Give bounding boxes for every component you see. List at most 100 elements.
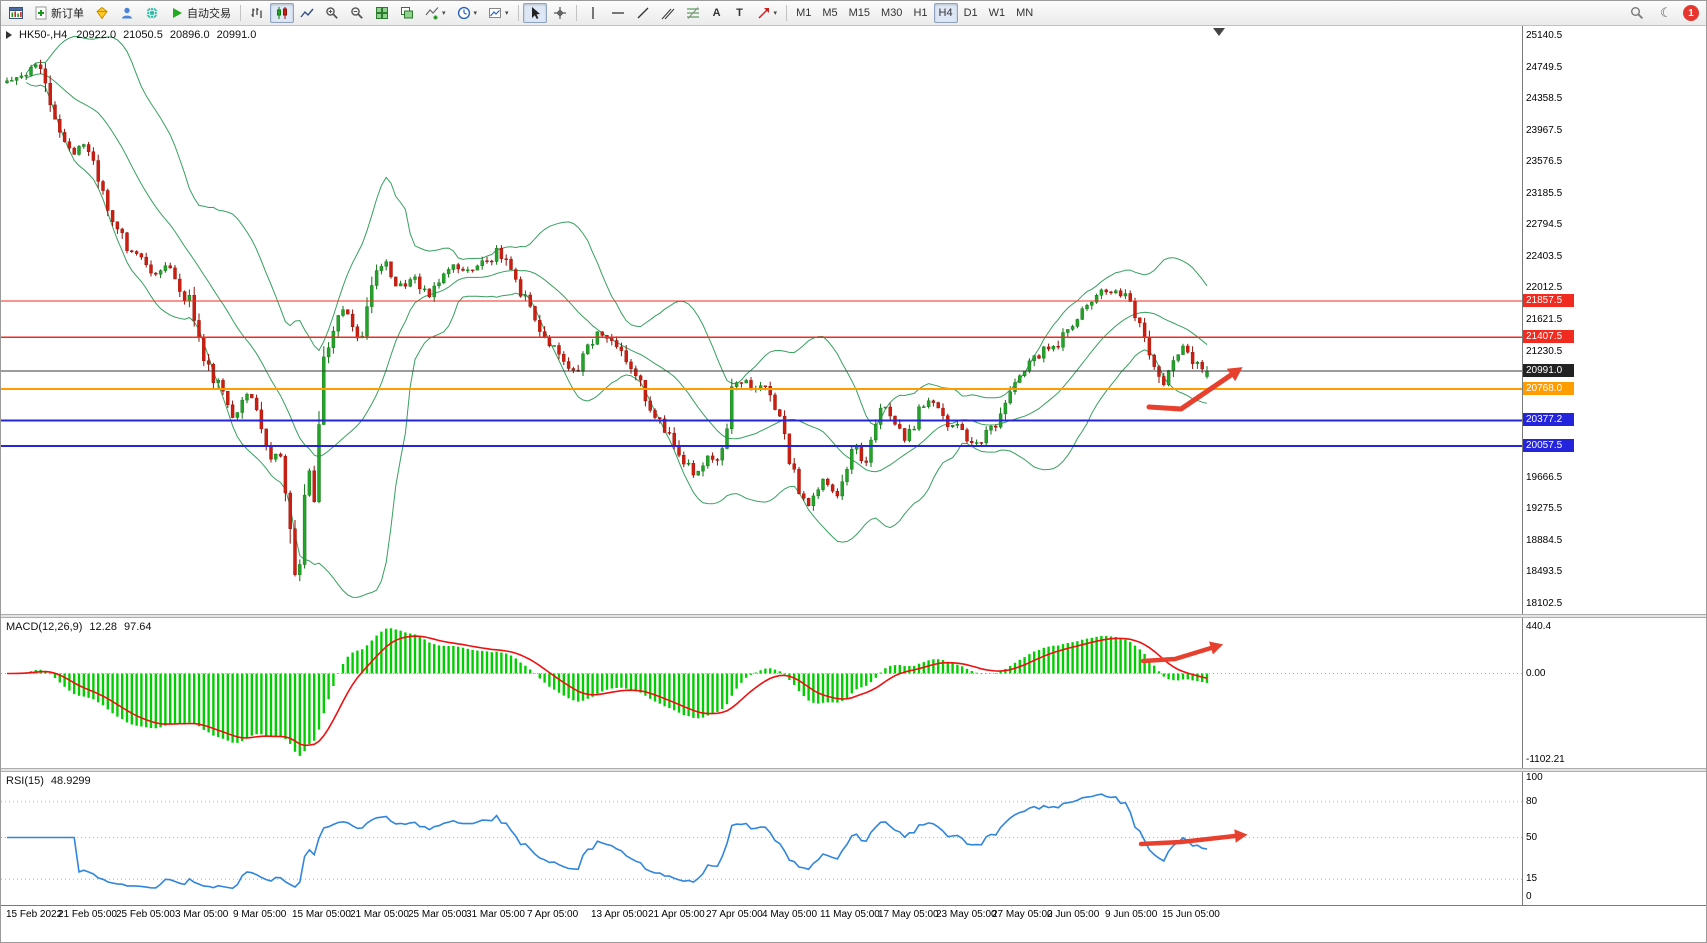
gem-icon <box>96 6 108 20</box>
macd-axis[interactable]: 440.4 0.00 -1102.21 <box>1522 618 1585 768</box>
horizontal-line-button[interactable] <box>606 3 630 23</box>
chart-window-button[interactable] <box>4 3 28 23</box>
globe-icon <box>146 7 158 19</box>
timeframe-button-m5[interactable]: M5 <box>817 3 842 23</box>
label-button[interactable]: T <box>729 3 751 23</box>
price-badge: 20057.5 <box>1523 439 1574 453</box>
rsi-axis-label: 80 <box>1526 796 1538 807</box>
text-button[interactable]: A <box>706 3 728 23</box>
night-mode-button[interactable]: ☾ <box>1655 3 1677 23</box>
rsi-axis-label: 15 <box>1526 873 1538 884</box>
bar-chart-icon <box>251 8 262 18</box>
price-axis-tick: 19666.5 <box>1526 471 1563 483</box>
price-axis-tick: 24358.5 <box>1526 93 1563 105</box>
chart-type-bars-button[interactable] <box>245 3 269 23</box>
chart-type-line-button[interactable] <box>295 3 319 23</box>
annotation-arrow[interactable] <box>1138 833 1238 847</box>
autotrading-label: 自动交易 <box>187 8 231 20</box>
panel-splitter[interactable] <box>1 614 1706 618</box>
annotation-arrow[interactable] <box>1146 372 1234 412</box>
time-axis-label: 15 Feb 2022 <box>6 909 63 920</box>
bollinger-band <box>25 82 1208 598</box>
timeframe-button-d1[interactable]: D1 <box>959 3 983 23</box>
annotation-arrow[interactable] <box>1140 645 1214 664</box>
price-axis-tick: 18102.5 <box>1526 598 1563 609</box>
time-axis-label: 27 Apr 05:00 <box>706 909 763 920</box>
time-axis-label: 25 Feb 05:00 <box>116 909 175 920</box>
rsi-plot[interactable] <box>1 772 1522 905</box>
crosshair-button[interactable] <box>548 3 572 23</box>
zoom-out-button[interactable] <box>345 3 369 23</box>
price-axis-tick: 18884.5 <box>1526 534 1563 546</box>
price-badge: 20377.2 <box>1523 413 1574 427</box>
vertical-line-button[interactable] <box>581 3 605 23</box>
chart-shift-marker[interactable] <box>1213 28 1225 36</box>
ohlc-low: 20896.0 <box>169 29 210 41</box>
zoom-in-button[interactable] <box>320 3 344 23</box>
clock-icon <box>457 6 470 20</box>
macd-header: MACD(12,26,9) 12.28 97.64 <box>6 621 151 633</box>
timeframe-button-mn[interactable]: MN <box>1011 3 1038 23</box>
timeframe-button-m15[interactable]: M15 <box>844 3 875 23</box>
price-badge: 21857.5 <box>1523 293 1574 307</box>
main-price-axis[interactable]: 25140.5 24749.5 24358.5 23967.5 23576.5 23185… <box>1522 26 1585 614</box>
timeframe-button-h4[interactable]: H4 <box>933 3 958 23</box>
timeframe-button-w1[interactable]: W1 <box>984 3 1011 23</box>
cursor-button[interactable] <box>522 3 547 23</box>
time-axis[interactable]: 15 Feb 2022 21 Feb 05:00 25 Feb 05:00 3 Mar… <box>1 905 1706 942</box>
timeframe-button-m1[interactable]: M1 <box>791 3 816 23</box>
channel-button[interactable] <box>656 3 680 23</box>
fibonacci-button[interactable] <box>681 3 705 23</box>
toolbar-separator <box>517 5 519 21</box>
chart-type-candles-button[interactable] <box>270 3 294 23</box>
community-button[interactable] <box>140 3 164 23</box>
chart-window-icon <box>9 7 23 19</box>
arrows-button[interactable]: ▾ <box>752 3 783 23</box>
rsi-axis[interactable]: 100 80 50 15 0 <box>1522 772 1585 905</box>
toolbar: 新订单 自动交易 <box>1 1 1706 26</box>
one-click-trading-toggle[interactable] <box>6 31 12 39</box>
rsi-line <box>7 793 1208 890</box>
profile-button[interactable] <box>115 3 139 23</box>
moon-icon: ☾ <box>1660 5 1672 20</box>
tile-windows-button[interactable] <box>370 3 394 23</box>
macd-axis-min: -1102.21 <box>1526 754 1565 765</box>
notification-badge[interactable]: 1 <box>1683 5 1699 21</box>
templates-button[interactable]: ▾ <box>483 3 514 23</box>
macd-signal-line <box>7 635 1208 747</box>
vertical-line-icon <box>591 7 594 19</box>
macd-panel: MACD(12,26,9) 12.28 97.64 440.4 0.00 -1102… <box>1 618 1706 768</box>
crosshair-icon <box>553 7 566 19</box>
gem-button[interactable] <box>90 3 114 23</box>
main-chart-panel: HK50-,H4 20922.0 21050.5 20896.0 20991.0… <box>1 26 1706 614</box>
chart-symbol-period: HK50-,H4 <box>19 29 68 41</box>
time-axis-label: 7 Apr 05:00 <box>527 909 579 920</box>
search-button[interactable] <box>1625 3 1649 23</box>
cascade-windows-button[interactable] <box>395 3 419 23</box>
price-axis-tick: 18493.5 <box>1526 566 1563 578</box>
tile-windows-icon <box>376 7 388 19</box>
time-axis-label: 27 May 05:00 <box>992 909 1053 920</box>
rsi-indicator-name: RSI(15) <box>6 775 44 787</box>
trendline-button[interactable] <box>631 3 655 23</box>
time-axis-label: 9 Mar 05:00 <box>233 909 287 920</box>
indicators-button[interactable]: ▾ <box>420 3 451 23</box>
price-axis-tick: 23576.5 <box>1526 156 1563 168</box>
macd-plot[interactable] <box>1 618 1522 768</box>
new-order-label: 新订单 <box>51 8 84 20</box>
autotrading-button[interactable]: 自动交易 <box>165 3 236 23</box>
rsi-axis-label: 100 <box>1526 772 1543 783</box>
label-tool-icon: T <box>736 7 743 19</box>
cascade-windows-icon <box>401 7 413 19</box>
timeframe-group: M1 M5 M15 M30 H1 H4 D1 W1 MN <box>791 3 1038 23</box>
macd-axis-max: 440.4 <box>1526 621 1552 632</box>
new-order-button[interactable]: 新订单 <box>29 3 89 23</box>
panel-splitter[interactable] <box>1 768 1706 772</box>
main-chart-plot[interactable] <box>1 26 1522 614</box>
periods-button[interactable]: ▾ <box>452 3 483 23</box>
price-axis-tick: 22012.5 <box>1526 282 1563 294</box>
timeframe-button-m30[interactable]: M30 <box>876 3 907 23</box>
horizontal-line-icon <box>611 12 624 14</box>
timeframe-button-h1[interactable]: H1 <box>908 3 932 23</box>
